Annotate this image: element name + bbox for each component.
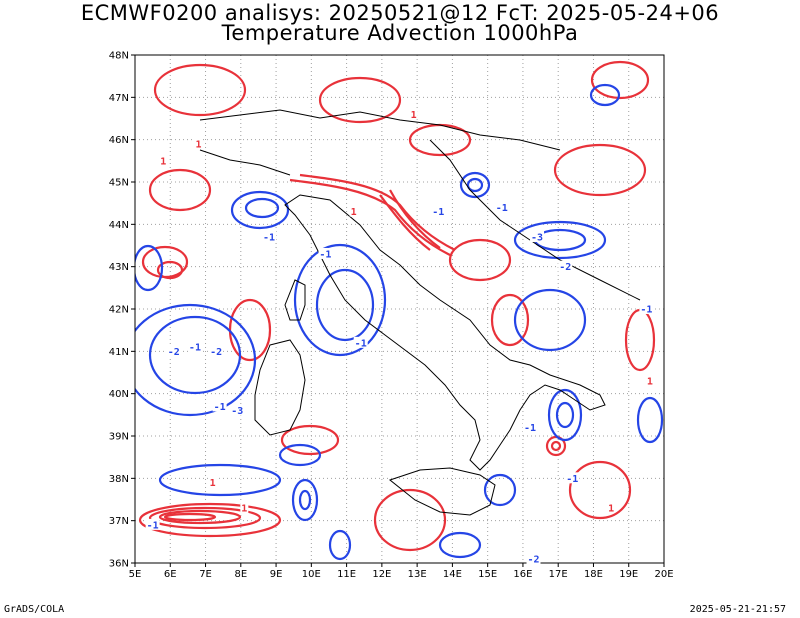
lon-tick-label: 15E	[478, 569, 497, 580]
contour-labels: -1 -2 -1 -2 -1 -3 -1 -1 -1 -1 -1 -3 -2 -1 -1 -1 -2 1 1 1 1 1 1…	[145, 108, 654, 565]
lat-tick-label: 44N	[109, 220, 129, 231]
contour-value-label: 1	[351, 207, 357, 218]
axes: 5E 6E 7E 8E 9E 10E 11E 12E 13E 14E 15E 16E 17E 18E 19E…	[109, 51, 674, 581]
contour-value-label: -1	[432, 207, 444, 218]
contour-label-bg	[522, 421, 537, 433]
contour-label-bg	[159, 154, 168, 166]
lat-tick-label: 40N	[109, 389, 129, 400]
contour-label-bg	[262, 231, 277, 243]
lon-tick-label: 18E	[584, 569, 603, 580]
lon-tick-label: 10E	[302, 569, 321, 580]
lon-tick-label: 14E	[443, 569, 462, 580]
lon-tick-label: 9E	[270, 569, 283, 580]
contour-label-bg	[409, 108, 418, 120]
lat-tick-label: 43N	[109, 262, 129, 273]
lat-tick-label: 41N	[109, 347, 129, 358]
lat-tick-label: 48N	[109, 51, 129, 62]
lon-tick-label: 13E	[408, 569, 427, 580]
lat-tick-label: 42N	[109, 305, 129, 316]
lon-tick-label: 17E	[549, 569, 568, 580]
contour-value-label: -2	[168, 347, 180, 358]
lat-tick-label: 45N	[109, 178, 129, 189]
contour-label-bg	[353, 336, 368, 348]
lon-tick-label: 8E	[234, 569, 247, 580]
contour-value-label: 1	[647, 376, 653, 387]
lon-tick-label: 6E	[164, 569, 177, 580]
contour-label-bg	[240, 501, 249, 513]
contour-value-label: -3	[231, 406, 243, 417]
contour-label-bg	[187, 341, 202, 353]
contour-value-label: -2	[210, 347, 222, 358]
contour-label-bg	[639, 303, 654, 314]
cold-advection-contours	[135, 83, 664, 561]
contour-value-label: -1	[496, 203, 508, 214]
contour-value-label: -1	[524, 423, 536, 434]
contour-value-label: -1	[189, 343, 201, 354]
contour-value-label: -1	[319, 249, 331, 260]
contour-label-bg	[565, 472, 580, 484]
contour-label-bg	[194, 137, 203, 149]
contour-value-label: 1	[195, 139, 201, 150]
contour-value-label: -2	[559, 262, 571, 273]
contour-label-bg	[349, 205, 358, 217]
lat-tick-label: 37N	[109, 516, 129, 527]
contour-label-bg	[558, 260, 573, 272]
contour-label-bg	[145, 518, 160, 530]
lon-tick-label: 5E	[129, 569, 142, 580]
contour-value-label: -1	[263, 233, 275, 244]
contour-value-label: -1	[640, 305, 652, 316]
contour-label-bg	[209, 345, 224, 357]
lon-tick-label: 19E	[619, 569, 638, 580]
contour-value-label: 1	[160, 156, 166, 167]
lon-tick-label: 7E	[199, 569, 212, 580]
lat-tick-label: 46N	[109, 135, 129, 146]
lat-tick-label: 38N	[109, 474, 129, 485]
contour-label-bg	[318, 247, 333, 259]
contour-label-bg	[494, 201, 509, 213]
contour-label-bg	[431, 205, 446, 217]
contour-value-label: 1	[608, 503, 614, 514]
contour-value-label: 1	[210, 478, 216, 489]
contour-value-label: -1	[214, 402, 226, 413]
coastlines-and-borders	[199, 109, 641, 516]
contour-label-bg	[526, 552, 541, 564]
lon-tick-label: 11E	[337, 569, 356, 580]
chart-subtitle: Temperature Advection 1000hPa	[221, 21, 579, 45]
software-credit: GrADS/COLA	[4, 604, 65, 615]
lon-tick-label: 12E	[372, 569, 391, 580]
contour-value-label: -3	[531, 233, 543, 244]
lat-tick-label: 47N	[109, 93, 129, 104]
contour-value-label: 1	[241, 503, 247, 514]
contour-label-bg	[607, 501, 616, 513]
contour-value-label: -2	[527, 554, 539, 565]
contour-value-label: -1	[355, 338, 367, 349]
contour-label-bg	[530, 231, 545, 243]
lon-tick-label: 16E	[513, 569, 532, 580]
contour-label-bg	[645, 374, 654, 386]
contour-label-bg	[166, 345, 181, 357]
lat-tick-label: 39N	[109, 432, 129, 443]
contour-value-label: -1	[566, 474, 578, 485]
lat-tick-label: 36N	[109, 559, 129, 570]
contour-label-bg	[212, 400, 227, 412]
lat-lon-grid	[135, 55, 664, 563]
lon-tick-label: 20E	[654, 569, 673, 580]
chart-title: ECMWF0200 analisys: 20250521@12 FcT: 202…	[80, 1, 720, 25]
generation-timestamp: 2025-05-21-21:57	[689, 604, 786, 615]
contour-label-bg	[208, 476, 217, 488]
contour-label-bg	[230, 404, 245, 416]
contour-value-label: 1	[411, 110, 417, 121]
contour-value-label: -1	[147, 520, 159, 531]
